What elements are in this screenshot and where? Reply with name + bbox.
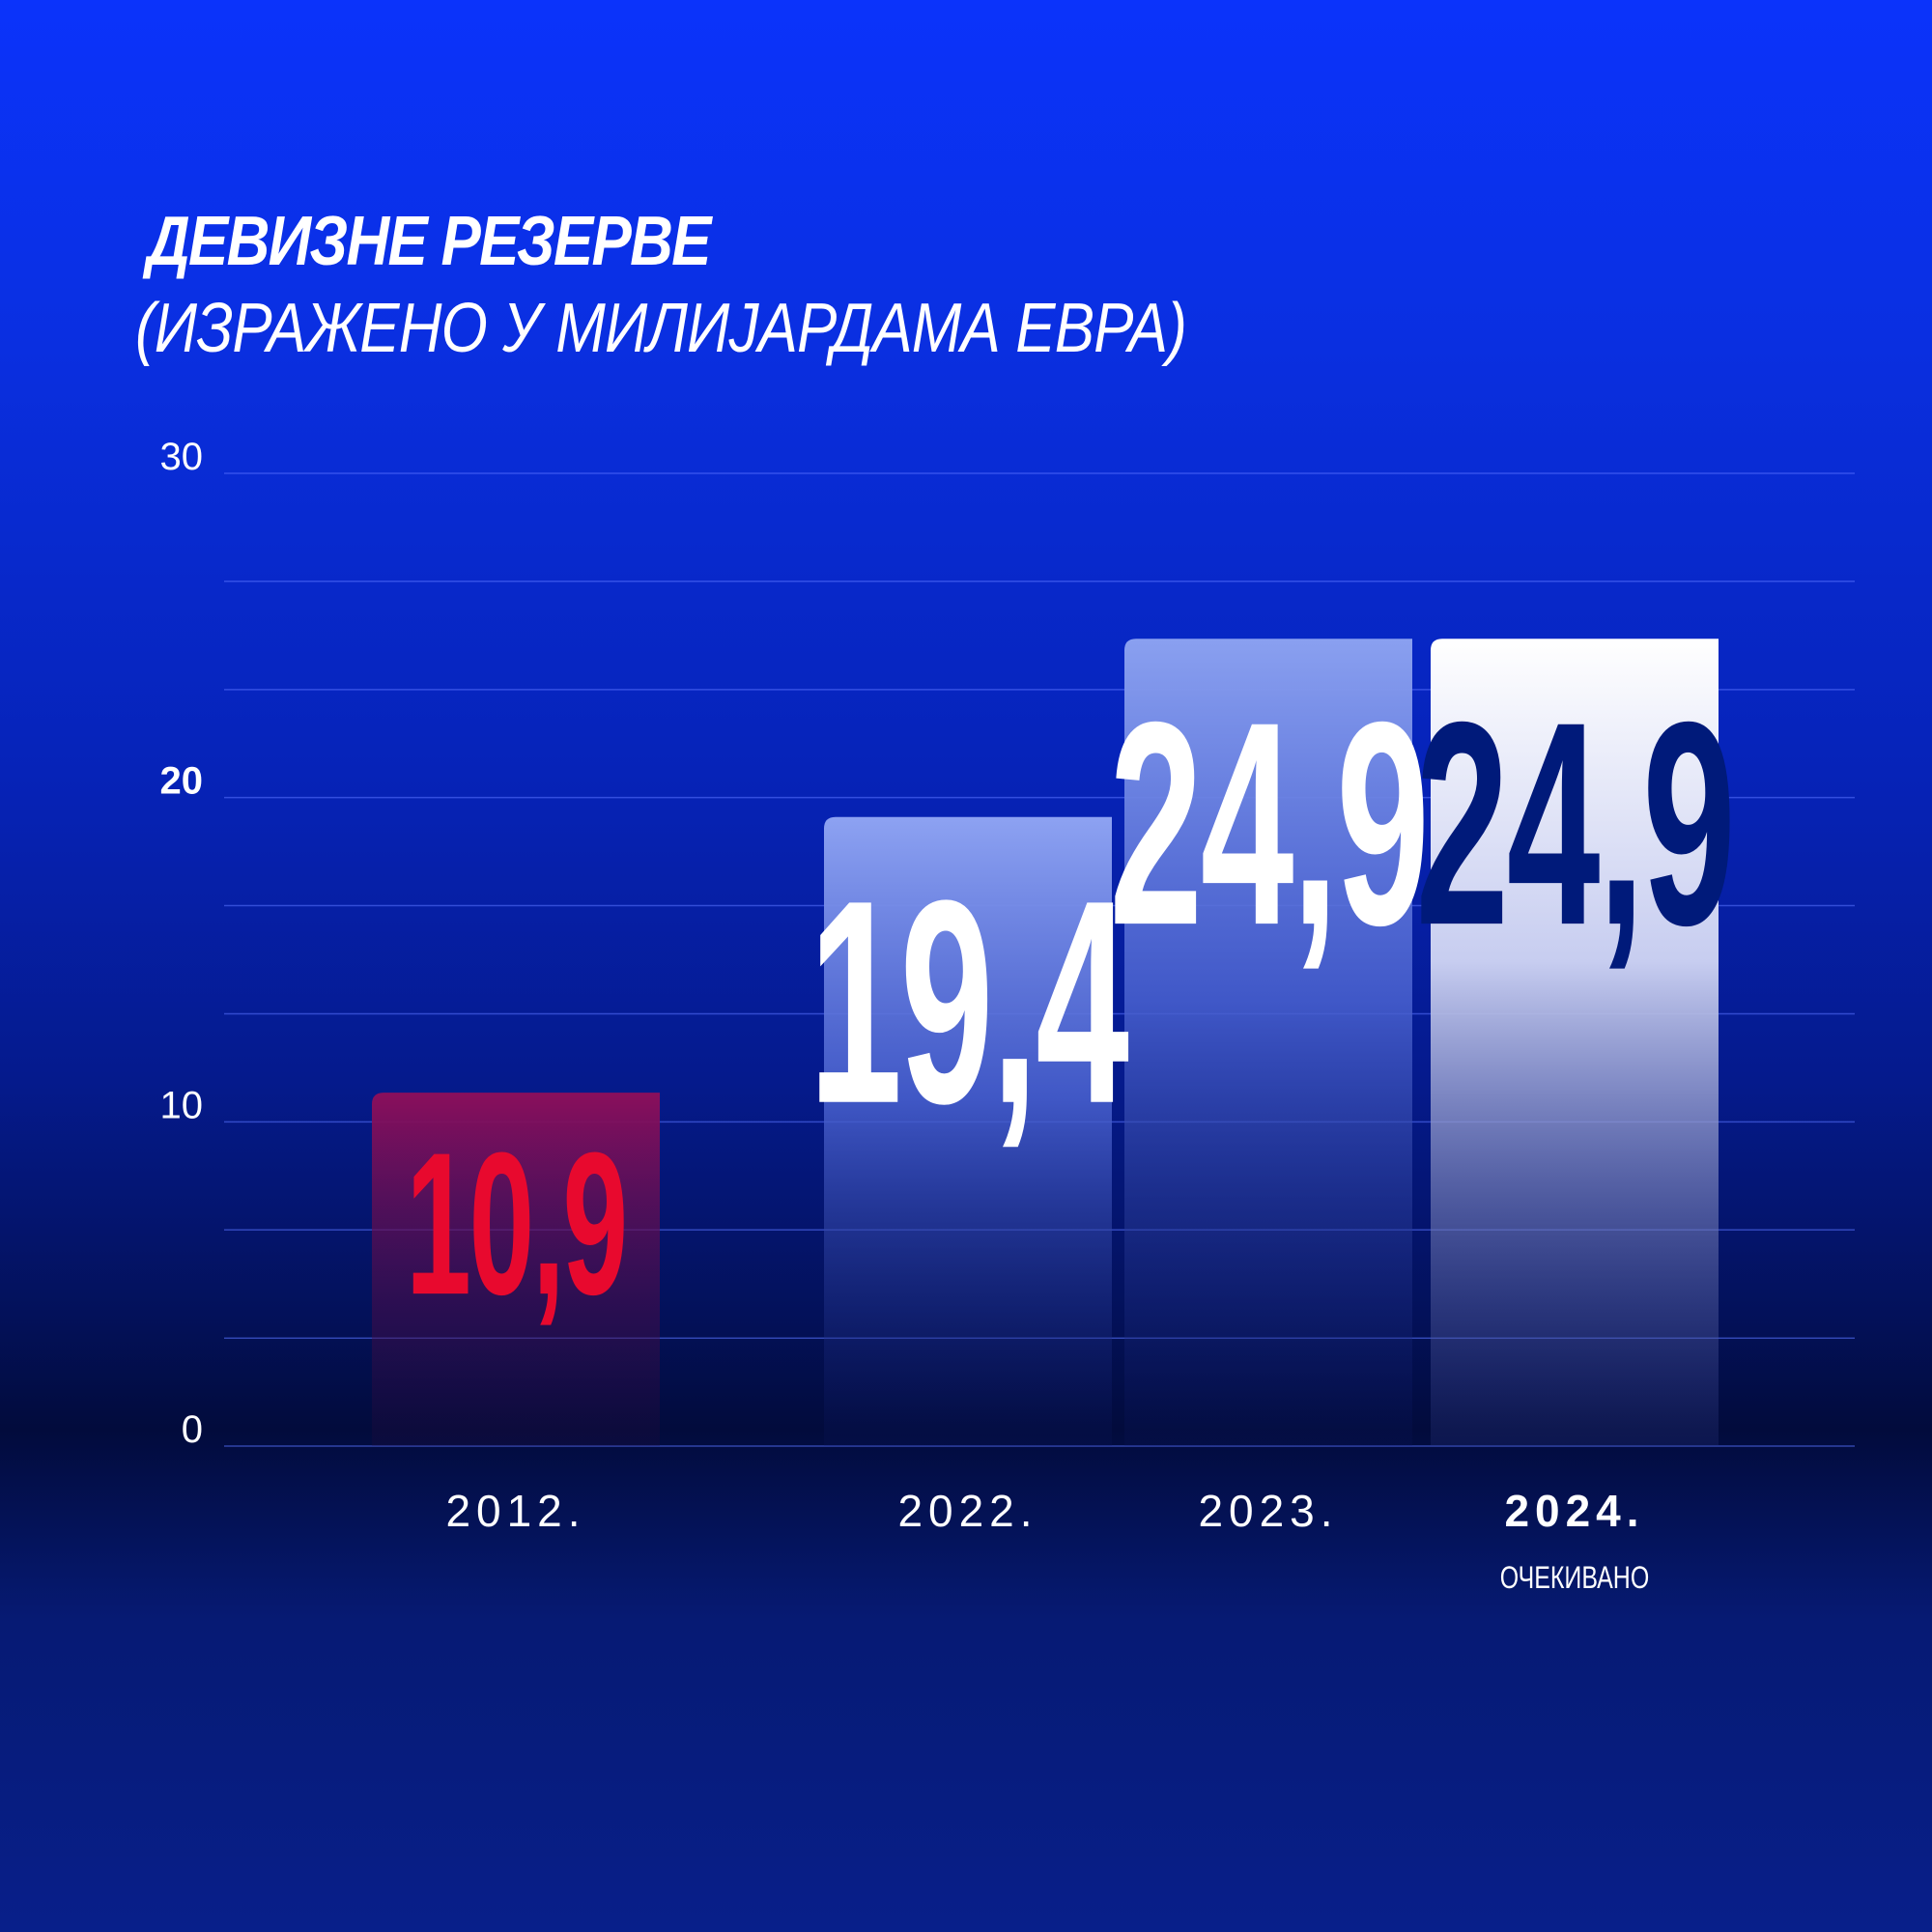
x-tick-label-2023: 2023. — [1198, 1486, 1338, 1536]
x-tick-label-2024: 2024. — [1504, 1486, 1644, 1536]
chart-title: ДЕВИЗНЕ РЕЗЕРВЕ — [147, 203, 711, 280]
y-tick-label: 10 — [160, 1084, 204, 1126]
bar-2022 — [824, 816, 1112, 1446]
x-axis-ticks: 2012. 2022. 2023. 2024. ОЧЕКИВАНО — [445, 1486, 1649, 1596]
y-tick-label: 30 — [160, 436, 204, 478]
bar-2012 — [372, 1093, 660, 1446]
x-tick-label-2022: 2022. — [897, 1486, 1037, 1536]
bar-2023 — [1124, 639, 1412, 1446]
chart-subtitle: (ИЗРАЖЕНО У МИЛИЈАРДАМА ЕВРА) — [135, 290, 1187, 367]
bars — [372, 639, 1719, 1446]
value-label-2012: 10,9 — [406, 1112, 626, 1338]
value-labels: 10,919,424,924,9 — [406, 662, 1736, 1338]
y-tick-label: 20 — [160, 760, 204, 803]
value-label-2024: 24,9 — [1415, 662, 1733, 985]
x-tick-label-2012: 2012. — [445, 1486, 585, 1536]
x-tick-note: ОЧЕКИВАНО — [1500, 1561, 1649, 1596]
chart-header: ДЕВИЗНЕ РЕЗЕРВЕ (ИЗРАЖЕНО У МИЛИЈАРДАМА … — [135, 198, 1777, 372]
value-label-2023: 24,9 — [1109, 662, 1427, 985]
bar-2024 — [1431, 639, 1719, 1446]
value-label-2022: 19,4 — [809, 839, 1128, 1163]
y-tick-label: 0 — [182, 1408, 203, 1451]
y-axis-ticks: 0 10 20 30 — [160, 436, 204, 1451]
